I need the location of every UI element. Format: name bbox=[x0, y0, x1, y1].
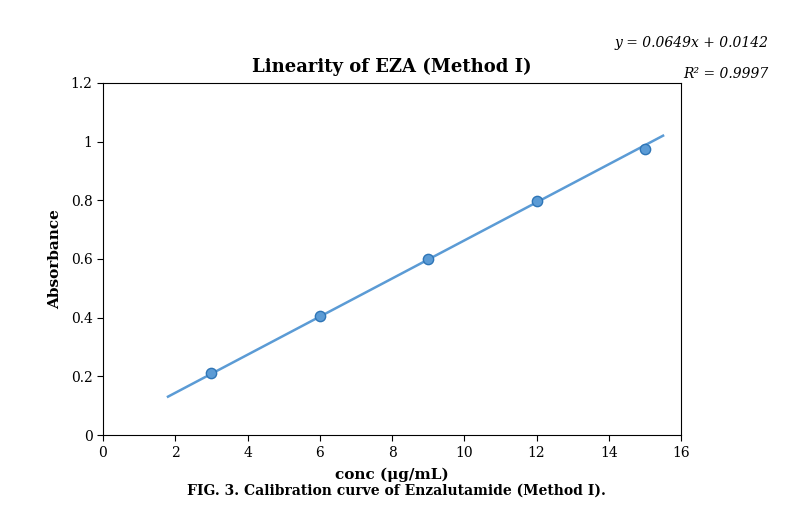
Text: R² = 0.9997: R² = 0.9997 bbox=[683, 67, 768, 81]
Point bbox=[422, 255, 435, 264]
Title: Linearity of EZA (Method I): Linearity of EZA (Method I) bbox=[252, 57, 532, 76]
Point bbox=[638, 145, 651, 153]
Text: y = 0.0649x + 0.0142: y = 0.0649x + 0.0142 bbox=[615, 36, 768, 50]
Point bbox=[205, 369, 218, 377]
Point bbox=[531, 197, 543, 206]
Text: FIG. 3. Calibration curve of Enzalutamide (Method I).: FIG. 3. Calibration curve of Enzalutamid… bbox=[187, 483, 605, 497]
Y-axis label: Absorbance: Absorbance bbox=[48, 209, 63, 309]
Point bbox=[314, 312, 326, 320]
X-axis label: conc (μg/mL): conc (μg/mL) bbox=[335, 468, 449, 482]
